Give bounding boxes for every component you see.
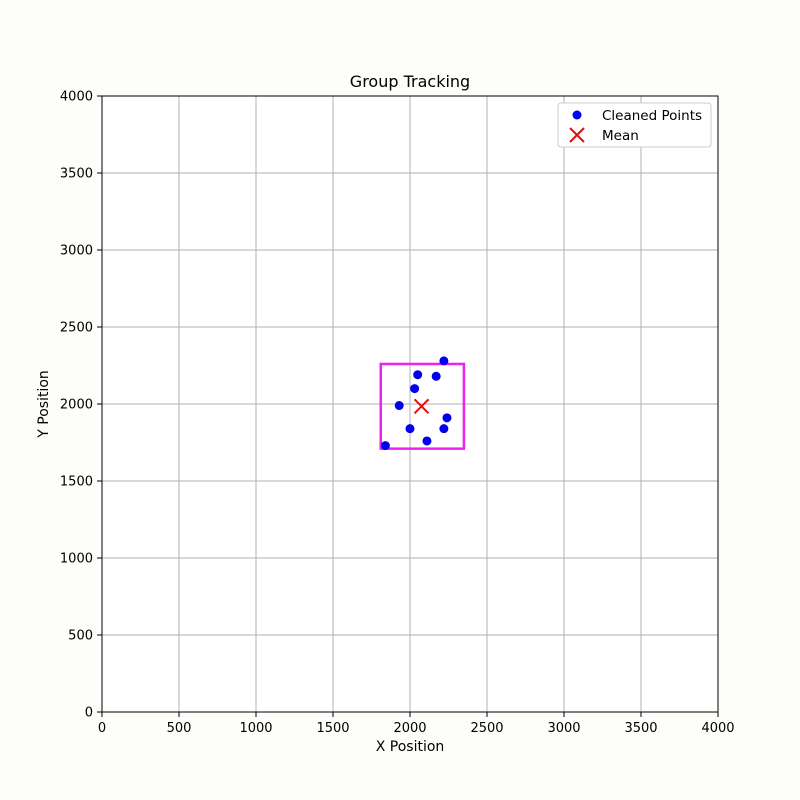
y-tick-label: 3500 bbox=[60, 167, 93, 182]
legend-circle-icon bbox=[572, 110, 582, 120]
legend-label: Mean bbox=[602, 128, 639, 144]
x-tick-label: 500 bbox=[167, 721, 192, 736]
group-bounding-box bbox=[379, 362, 466, 450]
x-tick-label: 3500 bbox=[624, 721, 657, 736]
y-tick-label: 1000 bbox=[60, 552, 93, 567]
legend-item: Cleaned Points bbox=[572, 108, 702, 124]
y-tick-label: 0 bbox=[85, 706, 93, 721]
legend-item: Mean bbox=[569, 127, 639, 144]
cleaned-point bbox=[410, 384, 420, 394]
cleaned-point bbox=[431, 371, 441, 381]
y-tick-label: 3000 bbox=[60, 244, 93, 259]
y-tick-label: 500 bbox=[68, 629, 93, 644]
x-tick-label: 4000 bbox=[701, 721, 734, 736]
cleaned-point bbox=[380, 441, 390, 451]
x-tick-label: 2000 bbox=[393, 721, 426, 736]
legend: Cleaned Points Mean bbox=[557, 102, 712, 148]
y-axis-title: Y Position bbox=[36, 370, 52, 439]
y-tick-label: 4000 bbox=[60, 90, 93, 105]
cleaned-point bbox=[439, 356, 449, 366]
data-points bbox=[380, 356, 452, 451]
x-axis-title: X Position bbox=[376, 739, 445, 755]
chart-title: Group Tracking bbox=[350, 72, 470, 91]
bounding-box-layer bbox=[379, 362, 466, 450]
grid bbox=[101, 95, 719, 713]
y-tick-label: 1500 bbox=[60, 475, 93, 490]
cleaned-point bbox=[394, 401, 404, 411]
axis-ticks: 0 500 1000 1500 2000 2500 3000 3500 4000 0 500 1000… bbox=[60, 90, 735, 737]
cleaned-point bbox=[422, 436, 432, 446]
mean-marker bbox=[413, 398, 430, 415]
x-tick-label: 1500 bbox=[316, 721, 349, 736]
legend-frame bbox=[557, 102, 712, 148]
legend-label: Cleaned Points bbox=[602, 108, 702, 124]
cleaned-point bbox=[442, 413, 452, 423]
cleaned-point bbox=[439, 424, 449, 434]
cleaned-point bbox=[413, 370, 423, 380]
x-tick-label: 0 bbox=[98, 721, 106, 736]
x-tick-label: 1000 bbox=[239, 721, 272, 736]
legend-x-icon bbox=[569, 127, 585, 143]
x-tick-label: 2500 bbox=[470, 721, 503, 736]
y-tick-label: 2500 bbox=[60, 321, 93, 336]
x-tick-label: 3000 bbox=[547, 721, 580, 736]
y-tick-label: 2000 bbox=[60, 398, 93, 413]
cleaned-point bbox=[405, 424, 415, 434]
